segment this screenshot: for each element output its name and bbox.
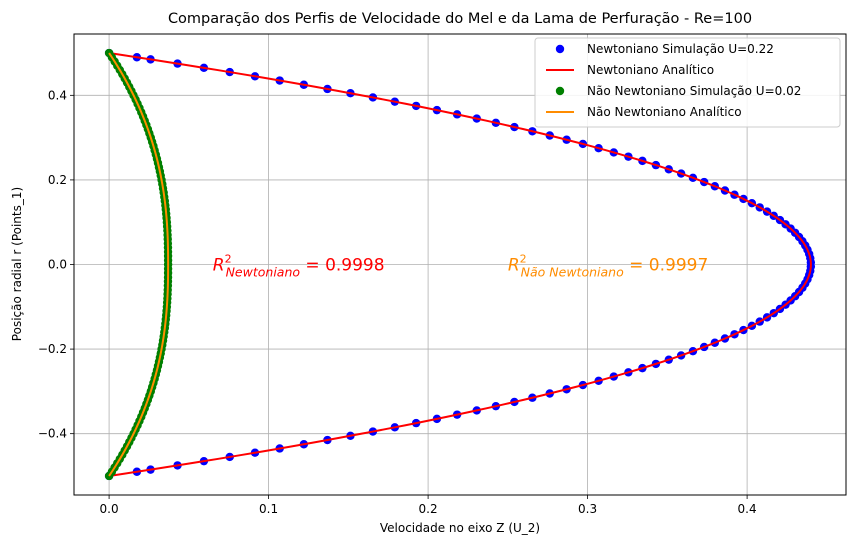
r2-annotation-non-newtonian: R2 Não Newtoniano = 0.9997 [508, 253, 708, 280]
y-axis-ticks: −0.4 −0.2 0.0 0.2 0.4 [38, 88, 74, 441]
y-tick-label: −0.4 [38, 427, 67, 441]
x-tick-label: 0.1 [259, 502, 278, 516]
legend-label: Não Newtoniano Simulação U=0.02 [587, 84, 801, 98]
x-axis-ticks: 0.0 0.1 0.2 0.3 0.4 [100, 495, 757, 516]
legend: Newtoniano Simulação U=0.22 Newtoniano An… [534, 37, 841, 128]
legend-label: Newtoniano Analítico [587, 63, 714, 77]
x-tick-label: 0.0 [100, 502, 119, 516]
x-tick-label: 0.2 [419, 502, 438, 516]
legend-label: Não Newtoniano Analítico [587, 105, 742, 119]
x-axis-title: Velocidade no eixo Z (U_2) [380, 521, 540, 535]
legend-items: Newtoniano Simulação U=0.22 Newtoniano An… [546, 42, 801, 119]
x-tick-label: 0.3 [578, 502, 597, 516]
x-tick-label: 0.4 [738, 502, 757, 516]
plot-series [104, 48, 816, 481]
analytic-line-non-newtonian [108, 52, 170, 477]
chart-title: Comparação dos Perfis de Velocidade do M… [168, 11, 752, 27]
y-tick-label: 0.2 [48, 173, 67, 187]
legend-marker [555, 86, 565, 96]
legend-box [534, 37, 841, 128]
y-axis-title: Posição radial r (Points_1) [10, 187, 24, 341]
r2-annotation-newtonian: R2 Newtoniano = 0.9998 [213, 253, 385, 280]
y-tick-label: 0.0 [48, 258, 67, 272]
legend-label: Newtoniano Simulação U=0.22 [587, 42, 774, 56]
legend-marker [555, 44, 565, 54]
y-tick-label: 0.4 [48, 88, 67, 102]
analytic-line-newtonian [108, 52, 812, 477]
annotations: R2 Newtoniano = 0.9998 R2 Não Newtoniano =… [213, 253, 709, 280]
y-tick-label: −0.2 [38, 342, 67, 356]
